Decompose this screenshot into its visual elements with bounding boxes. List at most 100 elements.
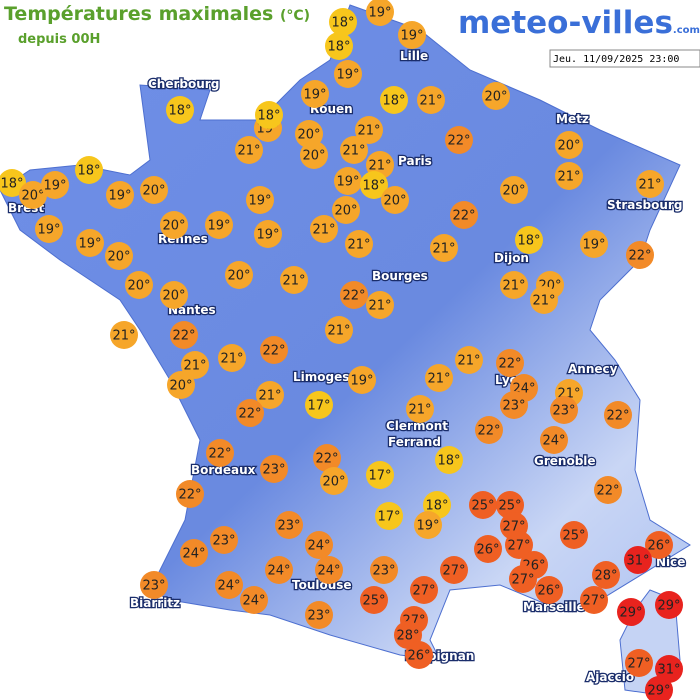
temperature-label: 27° [507,539,530,554]
temperature-label: 21° [357,124,380,139]
temperature-label: 18° [0,177,23,192]
temperature-label: 20° [557,139,580,154]
temperature-marker [355,116,383,144]
temperature-label: 27° [582,594,605,609]
temperature-label: 22° [477,424,500,439]
temperature-marker [325,316,353,344]
temperature-marker [496,491,524,519]
temperature-marker [320,467,348,495]
temperature-label: 17° [307,399,330,414]
temperature-label: 20° [21,189,44,204]
temperature-marker [515,226,543,254]
temperature-label: 20° [227,269,250,284]
temperature-marker [265,556,293,584]
temperature-label: 27° [502,520,525,535]
temperature-label: 18° [382,94,405,109]
temperature-label: 22° [178,488,201,503]
temperature-marker [440,556,468,584]
temperature-label: 31° [626,554,649,569]
temperature-label: 19° [368,6,391,21]
temperature-marker [0,169,26,197]
temperature-label: 21° [457,354,480,369]
temperature-marker [475,416,503,444]
temperature-label: 21° [258,389,281,404]
temperature-marker [345,230,373,258]
city-label: Ajaccio [586,670,634,684]
temperature-label: 21° [368,159,391,174]
temperature-label: 20° [383,194,406,209]
temperature-label: 21° [419,94,442,109]
temperature-label: 18° [257,109,280,124]
temperature-marker [35,215,63,243]
temperature-marker [500,271,528,299]
temperature-label: 26° [407,649,430,664]
temperature-marker [218,344,246,372]
temperature-label: 22° [596,484,619,499]
temperature-marker [206,439,234,467]
temperature-label: 19° [336,68,359,83]
city-label: Clermont [386,419,448,433]
city-label: Grenoble [534,454,596,468]
temperature-label: 23° [212,534,235,549]
temperature-marker [445,126,473,154]
temperature-marker [645,531,673,559]
city-label: Annecy [568,362,618,376]
temperature-label: 19° [400,29,423,44]
city-label: Strasbourg [607,198,682,212]
temperature-label: 20° [107,250,130,265]
temperature-label: 21° [282,274,305,289]
temperature-marker [41,171,69,199]
temperature-marker [425,364,453,392]
city-label: Metz [556,112,589,126]
temperature-marker [592,561,620,589]
temperature-marker [340,136,368,164]
temperature-label: 20° [297,128,320,143]
temperature-marker [105,242,133,270]
temperature-marker [455,346,483,374]
temperature-label: 19° [350,374,373,389]
temperature-marker [332,196,360,224]
temperature-label: 20° [162,219,185,234]
temperature-marker [305,391,333,419]
temperature-label: 27° [627,657,650,672]
temperature-label: 18° [77,164,100,179]
temperature-marker [125,271,153,299]
temperature-marker [500,391,528,419]
temperature-label: 25° [471,499,494,514]
temperature-marker [235,136,263,164]
temperature-marker [315,556,343,584]
temperature-marker [366,0,394,26]
temperature-label: 18° [168,104,191,119]
temperature-label: 19° [207,219,230,234]
temperature-marker [530,286,558,314]
city-label: Biarritz [130,596,180,610]
temperature-label: 20° [127,279,150,294]
temperature-label: 24° [267,564,290,579]
temperature-marker [550,396,578,424]
temperature-label: 27° [412,584,435,599]
temperature-label: 23° [277,519,300,534]
temperature-marker [106,181,134,209]
temperature-label: 26° [537,584,560,599]
temperature-label: 20° [502,184,525,199]
temperature-label: 24° [242,594,265,609]
temperature-marker [450,201,478,229]
temperature-label: 25° [498,499,521,514]
temperature-label: 25° [562,529,585,544]
city-label: Cherbourg [148,77,219,91]
temperature-marker [380,86,408,114]
temperature-marker [334,60,362,88]
temperature-marker [500,176,528,204]
temperature-label: 26° [647,539,670,554]
city-label: Dijon [494,251,529,265]
temperature-label: 21° [408,403,431,418]
temperature-marker [310,215,338,243]
temperature-marker [140,176,168,204]
temperature-marker [19,181,47,209]
temperature-marker [176,480,204,508]
city-label: Lille [400,49,428,63]
temperature-label: 21° [342,144,365,159]
temperature-marker [594,476,622,504]
temperature-label: 27° [442,564,465,579]
temperature-label: 19° [37,223,60,238]
